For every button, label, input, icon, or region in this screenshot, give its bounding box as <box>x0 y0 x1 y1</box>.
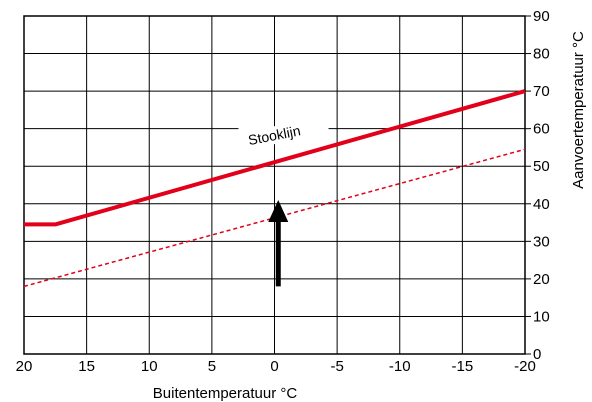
heating-curve-line <box>24 89 526 227</box>
x-axis-title: Buitentemperatuur °C <box>153 385 298 402</box>
y-tick-label-9: 90 <box>533 8 550 25</box>
x-tick-label-6: -10 <box>389 358 411 375</box>
grid <box>23 15 531 355</box>
x-tick-label-1: 15 <box>78 358 95 375</box>
x-tick-label-4: 0 <box>270 358 278 375</box>
y-tick-label-3: 30 <box>533 233 550 250</box>
x-tick-label-7: -15 <box>452 358 474 375</box>
annotation-bg <box>238 126 329 145</box>
y-tick-label-8: 80 <box>533 46 550 63</box>
y-tick-label-5: 50 <box>533 158 550 175</box>
y-tick-label-7: 70 <box>533 83 550 100</box>
y-tick-label-0: 0 <box>533 346 541 363</box>
x-tick-label-5: -5 <box>330 358 343 375</box>
arrow-head <box>268 200 289 223</box>
y-tick-label-4: 40 <box>533 196 550 213</box>
y-tick-labels: 0 10 20 30 40 50 60 70 80 90 <box>533 8 550 363</box>
x-tick-label-3: 5 <box>208 358 216 375</box>
x-tick-label-8: -20 <box>514 358 536 375</box>
y-tick-label-1: 10 <box>533 308 550 325</box>
x-tick-label-0: 20 <box>16 358 33 375</box>
x-tick-label-2: 10 <box>141 358 158 375</box>
x-tick-labels: 20 15 10 5 0 -5 -10 -15 -20 <box>16 358 536 375</box>
y-tick-label-2: 20 <box>533 271 550 288</box>
y-tick-label-6: 60 <box>533 121 550 138</box>
annotation-layer: Stooklijn <box>238 122 329 287</box>
y-axis-title: Aanvoertemperatuur °C <box>570 31 587 189</box>
